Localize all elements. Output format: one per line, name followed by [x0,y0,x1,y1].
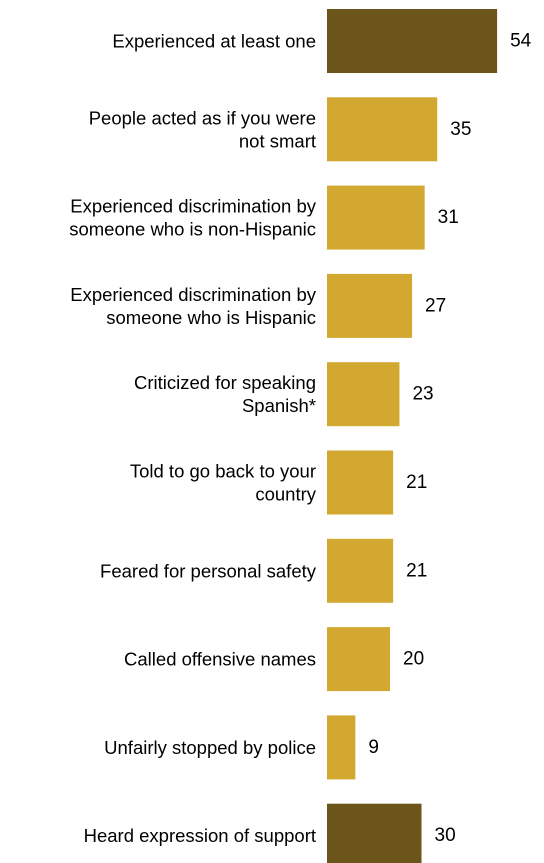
value-label-3: 27 [425,295,446,316]
bars-group [327,9,498,863]
category-label-line: not smart [239,130,316,151]
category-label-line: Unfairly stopped by police [104,737,316,758]
category-label-3: Experienced discrimination by someone who… [70,284,317,328]
category-label-9: Heard expression of support [84,825,316,846]
bar-0 [327,9,498,73]
category-label-line: People acted as if you were [89,107,316,128]
value-label-6: 21 [406,560,427,581]
category-label-line: Criticized for speaking [134,372,316,393]
category-label-line: Told to go back to your [130,461,316,482]
bar-2 [327,185,425,250]
category-label-7: Called offensive names [124,649,316,670]
value-label-4: 23 [412,384,433,405]
category-label-6: Feared for personal safety [100,560,317,581]
value-label-8: 9 [368,737,379,758]
category-label-line: Experienced discrimination by [70,284,317,305]
category-labels-group: Experienced at least one People acted as … [69,31,317,847]
bar-1 [327,97,438,162]
bar-3 [327,273,413,338]
category-label-line: Experienced at least one [112,31,316,52]
category-label-0: Experienced at least one [112,31,316,52]
category-label-line: country [255,484,316,505]
bar-8 [327,715,356,780]
bar-7 [327,627,390,692]
category-label-2: Experienced discrimination by someone who… [69,196,317,240]
category-label-line: Spanish* [242,395,316,416]
value-label-1: 35 [450,119,471,140]
bar-6 [327,538,394,603]
category-label-5: Told to go back to your country [130,461,317,505]
bar-9 [327,803,422,863]
value-label-5: 21 [406,472,427,493]
category-label-line: someone who is Hispanic [106,307,316,328]
category-label-line: Experienced discrimination by [70,196,317,217]
value-label-9: 30 [435,825,456,846]
category-label-1: People acted as if you were not smart [89,107,316,151]
value-labels-group: 54 35 31 27 23 21 21 20 9 30 [368,31,531,847]
value-label-0: 54 [510,31,532,52]
category-label-8: Unfairly stopped by police [104,737,316,758]
value-label-7: 20 [403,649,424,670]
bar-5 [327,450,394,515]
category-label-line: Called offensive names [124,649,316,670]
category-label-line: someone who is non-Hispanic [69,219,316,240]
category-label-line: Heard expression of support [84,825,316,846]
bar-4 [327,362,400,427]
category-label-4: Criticized for speaking Spanish* [134,372,316,416]
category-label-line: Feared for personal safety [100,560,317,581]
value-label-2: 31 [438,207,459,228]
